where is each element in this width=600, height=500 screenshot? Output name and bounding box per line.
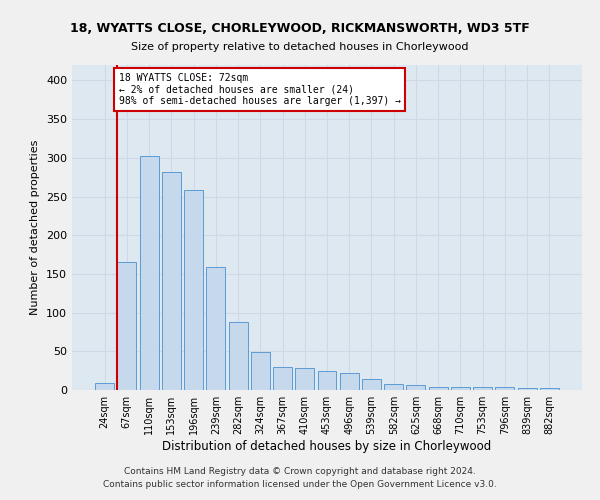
Bar — [206, 267, 225, 390]
Bar — [384, 384, 403, 390]
Bar — [118, 262, 136, 390]
Bar — [273, 367, 292, 390]
Bar — [451, 387, 470, 390]
Bar — [518, 388, 536, 390]
Text: Contains public sector information licensed under the Open Government Licence v3: Contains public sector information licen… — [103, 480, 497, 489]
Bar — [140, 156, 158, 390]
Bar — [540, 388, 559, 390]
Bar — [184, 190, 203, 390]
X-axis label: Distribution of detached houses by size in Chorleywood: Distribution of detached houses by size … — [163, 440, 491, 453]
Text: 18, WYATTS CLOSE, CHORLEYWOOD, RICKMANSWORTH, WD3 5TF: 18, WYATTS CLOSE, CHORLEYWOOD, RICKMANSW… — [70, 22, 530, 36]
Bar — [473, 387, 492, 390]
Bar — [295, 368, 314, 390]
Y-axis label: Number of detached properties: Number of detached properties — [31, 140, 40, 315]
Text: 18 WYATTS CLOSE: 72sqm
← 2% of detached houses are smaller (24)
98% of semi-deta: 18 WYATTS CLOSE: 72sqm ← 2% of detached … — [119, 72, 401, 106]
Text: Contains HM Land Registry data © Crown copyright and database right 2024.: Contains HM Land Registry data © Crown c… — [124, 467, 476, 476]
Bar — [229, 322, 248, 390]
Bar — [162, 172, 181, 390]
Bar — [251, 352, 270, 390]
Bar — [317, 372, 337, 390]
Bar — [95, 383, 114, 390]
Bar — [340, 373, 359, 390]
Bar — [496, 387, 514, 390]
Bar — [406, 386, 425, 390]
Bar — [362, 379, 381, 390]
Text: Size of property relative to detached houses in Chorleywood: Size of property relative to detached ho… — [131, 42, 469, 52]
Bar — [429, 387, 448, 390]
